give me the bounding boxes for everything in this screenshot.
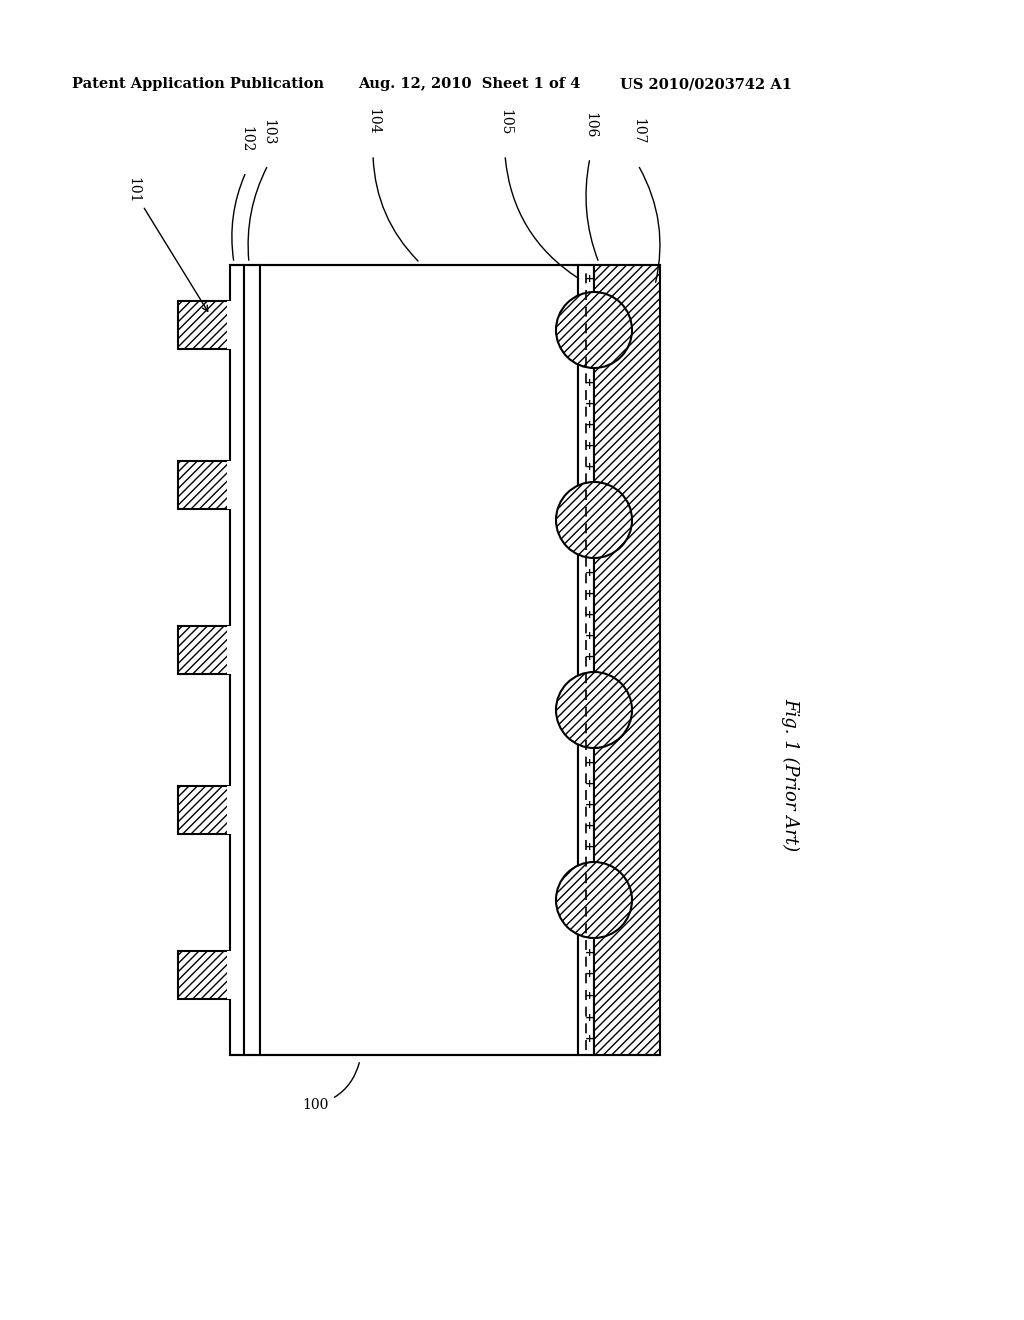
Text: 104: 104 [366,108,380,135]
Text: +: + [585,378,594,388]
Text: +: + [585,631,594,642]
Bar [227,626,233,675]
Text: +: + [585,420,594,430]
Text: +: + [585,1012,594,1023]
Bar [244,265,260,1055]
Text: +: + [585,1034,594,1044]
Text: 105: 105 [498,108,512,135]
Text: 103: 103 [261,119,275,145]
Bar [260,265,578,1055]
Text: 101: 101 [126,177,208,312]
Bar [178,950,230,999]
Bar [178,461,230,510]
Circle shape [556,292,632,368]
Text: +: + [585,589,594,599]
Text: +: + [585,821,594,832]
Text: +: + [585,462,594,473]
Text: +: + [585,652,594,663]
Circle shape [556,672,632,748]
Text: +: + [585,800,594,810]
Text: Patent Application Publication: Patent Application Publication [72,77,324,91]
Bar [178,626,230,675]
Text: 100: 100 [303,1063,359,1111]
Bar [227,301,233,348]
Bar [227,461,233,510]
Text: +: + [585,275,594,284]
Text: 106: 106 [583,112,597,139]
Bar [578,265,594,1055]
Text: +: + [585,779,594,789]
Text: +: + [585,969,594,979]
Bar [594,265,660,1055]
Text: US 2010/0203742 A1: US 2010/0203742 A1 [620,77,792,91]
Text: +: + [585,441,594,451]
Text: +: + [585,948,594,958]
Text: Fig. 1 (Prior Art): Fig. 1 (Prior Art) [781,698,799,851]
Text: +: + [585,842,594,853]
Text: +: + [585,610,594,620]
Text: Aug. 12, 2010  Sheet 1 of 4: Aug. 12, 2010 Sheet 1 of 4 [358,77,581,91]
Bar [227,785,233,834]
Bar [178,301,230,348]
Text: +: + [585,991,594,1001]
Bar [178,785,230,834]
Text: +: + [585,568,594,578]
Text: +: + [585,399,594,409]
Bar [227,950,233,999]
Circle shape [556,482,632,558]
Text: 107: 107 [631,119,645,145]
Bar [230,265,244,1055]
Text: +: + [585,758,594,768]
Circle shape [556,862,632,939]
Text: 102: 102 [239,125,253,152]
